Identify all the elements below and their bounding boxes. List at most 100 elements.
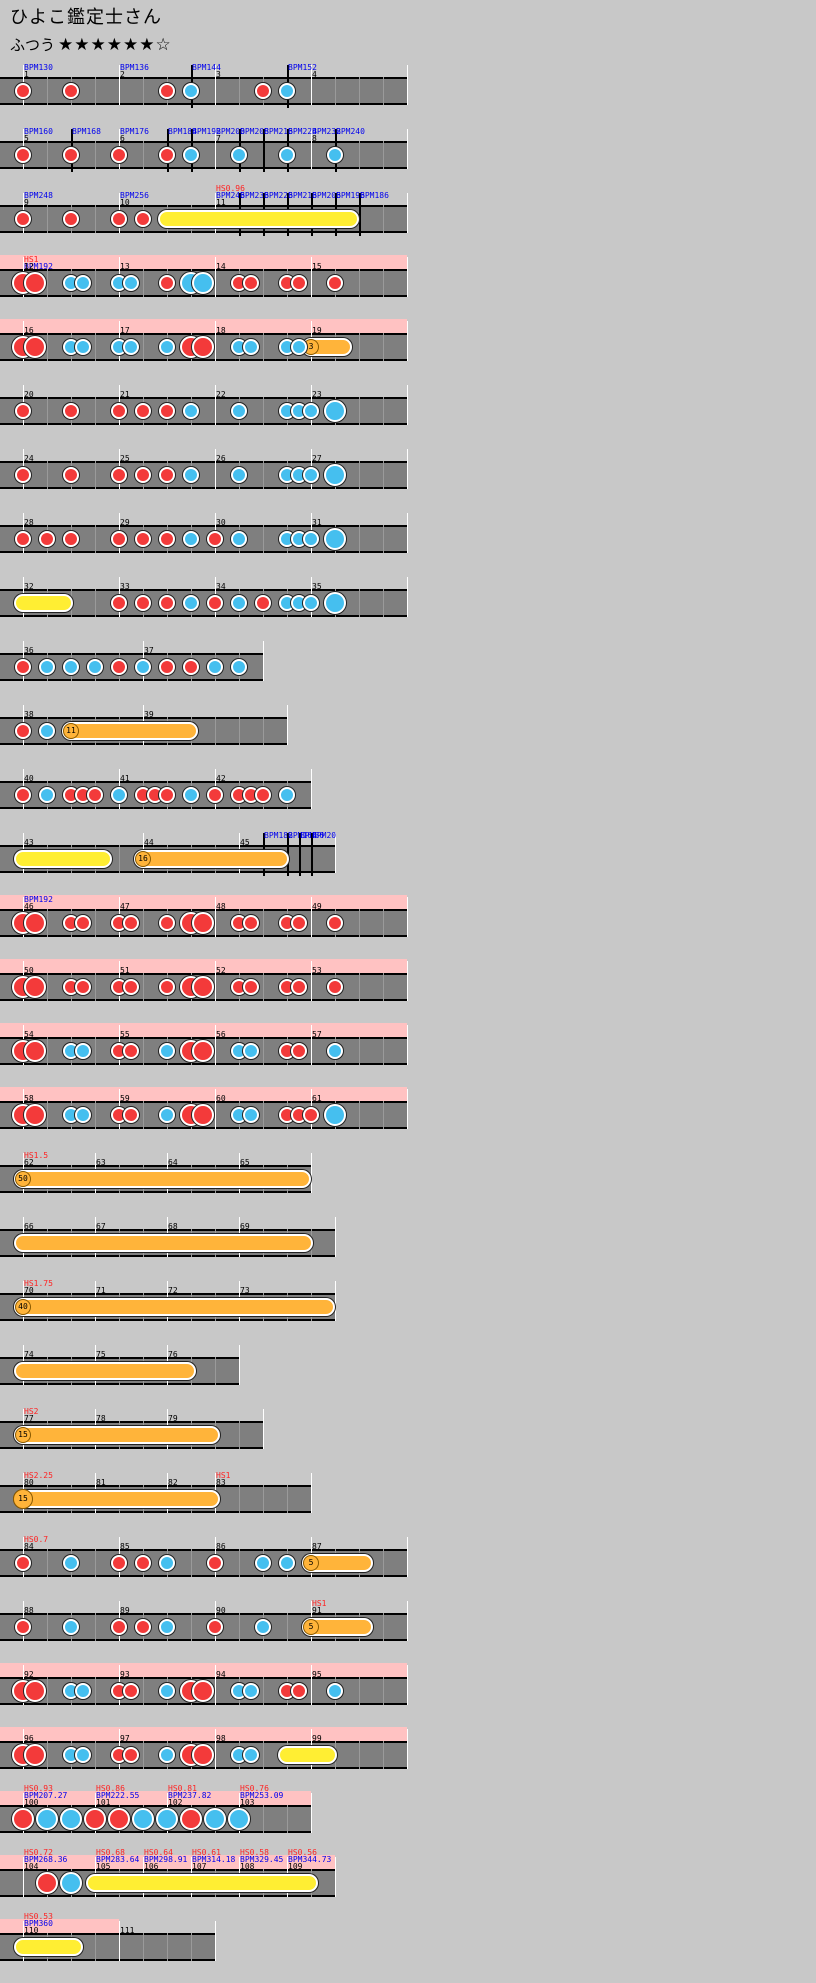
ka-note	[231, 531, 247, 547]
ka-note	[279, 147, 295, 163]
chart-row: 96 97 98 99	[0, 1727, 816, 1791]
bpm-change-line	[359, 193, 361, 236]
big-don-note	[192, 912, 214, 934]
beat-line	[383, 333, 384, 361]
bar-line	[215, 961, 216, 1001]
don-note	[159, 659, 175, 675]
ka-note	[255, 1555, 271, 1571]
beat-line	[383, 1037, 384, 1065]
big-don-note	[192, 1040, 214, 1062]
lane-edge	[0, 1511, 311, 1513]
measure-number: 92	[24, 1670, 34, 1679]
ka-note	[123, 275, 139, 291]
lane-edge	[0, 1165, 311, 1167]
bar-line	[119, 1921, 120, 1961]
measure-number: 40	[24, 774, 34, 783]
big-don-note	[24, 1680, 46, 1702]
measure-number: 25	[120, 454, 130, 463]
measure-number: 108	[240, 1862, 255, 1871]
don-note	[63, 467, 79, 483]
lane-edge	[0, 999, 407, 1001]
beat-line	[47, 333, 48, 361]
drumroll	[278, 1746, 338, 1764]
beat-line	[47, 909, 48, 937]
beat-line	[359, 77, 360, 105]
don-note	[159, 787, 175, 803]
bpm-label: BPM314.18	[192, 1855, 236, 1864]
speed-band	[0, 1727, 407, 1742]
beat-line	[383, 1549, 384, 1577]
bar-line	[311, 257, 312, 297]
bpm-label: BPM256	[120, 191, 149, 200]
don-note	[159, 979, 175, 995]
bar-line	[407, 577, 408, 617]
bar-line	[407, 129, 408, 169]
bpm-label: BPM164	[288, 831, 317, 840]
scroll-speed-label: HS0.56	[288, 1848, 317, 1857]
big-don-note	[108, 1808, 130, 1830]
bpm-label: BPM206	[312, 191, 341, 200]
beat-line	[359, 1677, 360, 1705]
ka-note	[159, 1043, 175, 1059]
chart-row: 9 10 11 BPM248 BPM256 HS0.96 BPM246 BPM236 BPM22…	[0, 185, 816, 255]
don-note	[63, 403, 79, 419]
lane-edge	[0, 167, 407, 169]
don-note	[111, 531, 127, 547]
ka-note	[75, 1683, 91, 1699]
bpm-label: BPM344.73	[288, 1855, 332, 1864]
measure-number: 86	[216, 1542, 226, 1551]
don-note	[291, 1043, 307, 1059]
measure-number: 102	[168, 1798, 183, 1807]
beat-line	[359, 525, 360, 553]
don-note	[135, 531, 151, 547]
scroll-speed-label: HS1	[216, 1471, 231, 1480]
beat-line	[263, 1037, 264, 1065]
ka-note	[279, 787, 295, 803]
chart-row: 36 37	[0, 639, 816, 703]
chart-row: 5 6 7 8 BPM160 BPM168 BPM176 BPM184 BPM192 BPM200…	[0, 127, 816, 191]
beat-line	[359, 589, 360, 617]
chart-row: 92 93 94 95	[0, 1663, 816, 1727]
bpm-label: BPM224	[288, 127, 317, 136]
don-note	[135, 467, 151, 483]
bar-line	[215, 257, 216, 297]
bpm-label: BPM248	[24, 191, 53, 200]
ka-note	[243, 1747, 259, 1763]
bpm-label: BPM136	[120, 63, 149, 72]
beat-line	[95, 1549, 96, 1577]
measure-number: 43	[24, 838, 34, 847]
measure-number: 95	[312, 1670, 322, 1679]
ka-note	[207, 659, 223, 675]
beat-line	[383, 205, 384, 233]
ka-note	[39, 659, 55, 675]
big-ka-note	[204, 1808, 226, 1830]
drumroll	[14, 1938, 83, 1956]
don-note	[111, 1619, 127, 1635]
bar-line	[311, 961, 312, 1001]
measure-number: 49	[312, 902, 322, 911]
beat-line	[359, 973, 360, 1001]
measure-number: 30	[216, 518, 226, 527]
beat-line	[263, 525, 264, 553]
beat-line	[143, 1677, 144, 1705]
ka-note	[39, 723, 55, 739]
bpm-label: BPM192	[192, 127, 221, 136]
bar-line	[119, 65, 120, 105]
don-note	[123, 1043, 139, 1059]
measure-number: 2	[120, 70, 125, 79]
speed-band	[0, 1919, 119, 1934]
measure-number: 29	[120, 518, 130, 527]
ka-note	[159, 1747, 175, 1763]
bpm-label: BPM20	[312, 831, 337, 840]
big-ka-note	[156, 1808, 178, 1830]
bpm-label: BPM200	[216, 127, 245, 136]
bar-line	[311, 1665, 312, 1705]
bar-line	[407, 1537, 408, 1577]
scroll-speed-label: HS0.96	[216, 184, 245, 193]
big-don-note	[12, 1808, 34, 1830]
ka-note	[75, 275, 91, 291]
measure-number: 34	[216, 582, 226, 591]
ka-note	[111, 787, 127, 803]
measure-number: 42	[216, 774, 226, 783]
ka-note	[255, 1619, 271, 1635]
